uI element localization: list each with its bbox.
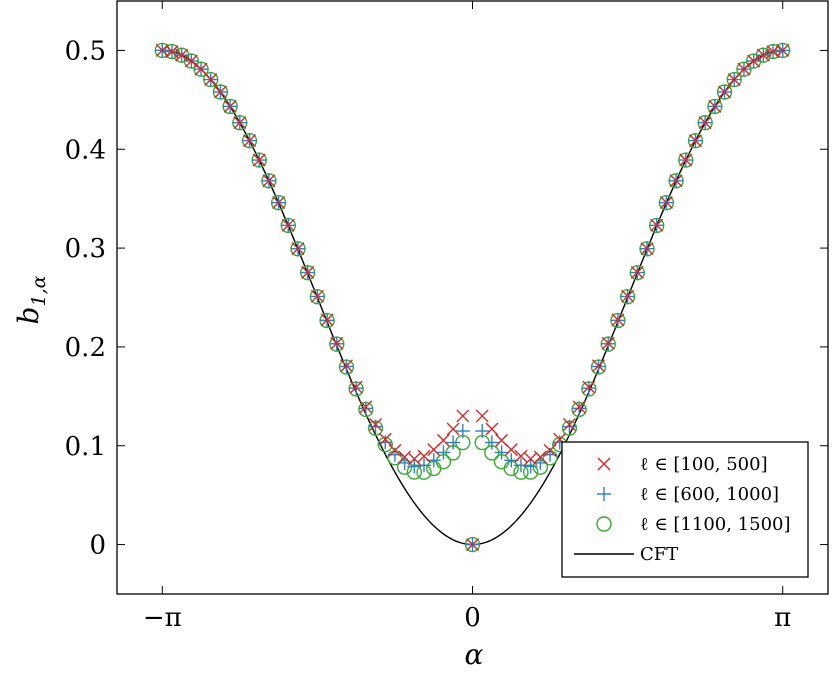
data-point <box>446 422 460 436</box>
data-point <box>592 359 606 373</box>
data-point <box>417 449 431 463</box>
data-point <box>455 424 470 439</box>
data-point <box>456 409 470 423</box>
legend: ℓ ∈ [100, 500] ℓ ∈ [600, 1000] ℓ ∈ [1100, … <box>561 441 809 578</box>
legend-label: CFT <box>640 544 678 565</box>
data-point <box>669 174 683 188</box>
data-point <box>252 153 266 167</box>
y-tick-label: 0.3 <box>65 234 106 264</box>
data-point <box>378 435 393 450</box>
data-point <box>165 45 179 59</box>
data-point <box>359 400 373 414</box>
data-point <box>718 85 732 99</box>
data-point <box>688 134 702 148</box>
data-point <box>475 424 490 439</box>
data-point <box>708 99 722 113</box>
data-point <box>621 289 635 303</box>
data-point <box>698 116 712 130</box>
data-point <box>320 313 334 327</box>
data-point <box>436 433 450 447</box>
svg-text:b1,α: b1,α <box>12 275 50 324</box>
y-tick-label: 0.5 <box>65 36 106 66</box>
data-point <box>484 435 499 450</box>
data-point <box>417 458 432 473</box>
data-point <box>204 73 218 87</box>
legend-marker <box>597 457 611 471</box>
tick-labels: −π 0 π 0 0.1 0.2 0.3 0.4 0.5 <box>65 36 792 633</box>
data-point <box>776 43 790 57</box>
y-tick-label: 0 <box>89 531 106 561</box>
x-axis-label: α <box>465 638 484 671</box>
data-point <box>659 196 673 210</box>
data-point <box>727 73 741 87</box>
data-point <box>679 153 693 167</box>
data-point <box>407 452 421 466</box>
data-point <box>407 459 422 474</box>
data-markers <box>154 42 791 553</box>
y-tick-label: 0.1 <box>65 432 106 462</box>
data-point <box>272 196 286 210</box>
data-point <box>184 54 198 68</box>
x-tick-label: 0 <box>464 603 481 633</box>
data-point <box>310 289 324 303</box>
data-point <box>514 449 528 463</box>
data-point <box>262 174 276 188</box>
data-point <box>650 218 664 232</box>
legend-label: ℓ ∈ [1100, 1500] <box>640 514 791 535</box>
legend-label: ℓ ∈ [600, 1000] <box>640 484 779 505</box>
y-tick-label: 0.2 <box>65 333 106 363</box>
data-point-center <box>466 538 479 552</box>
data-point <box>747 54 761 68</box>
data-point <box>291 242 305 256</box>
data-point <box>513 458 528 473</box>
y-axis-label: b1,α <box>12 275 50 324</box>
data-point <box>562 417 576 431</box>
data-point <box>194 62 208 76</box>
data-point <box>301 265 315 279</box>
legend-marker <box>596 516 612 532</box>
data-point <box>572 400 586 414</box>
data-point <box>243 134 257 148</box>
data-point <box>475 409 489 423</box>
data-point <box>582 380 596 394</box>
data-point <box>572 401 587 416</box>
data-point <box>369 417 383 431</box>
data-point <box>523 459 538 474</box>
data-point <box>611 313 625 327</box>
data-point <box>543 443 557 457</box>
data-point <box>378 432 392 446</box>
data-point <box>233 116 247 130</box>
data-point <box>581 381 596 396</box>
legend-label: ℓ ∈ [100, 500] <box>640 454 768 475</box>
data-point <box>368 419 383 434</box>
data-point <box>223 99 237 113</box>
data-point <box>446 435 461 450</box>
data-point <box>281 218 295 232</box>
legend-marker <box>597 487 611 501</box>
data-point <box>756 48 770 62</box>
data-point <box>601 336 615 350</box>
data-point <box>388 443 402 457</box>
data-point <box>630 265 644 279</box>
data-point <box>533 450 547 464</box>
data-point <box>349 380 363 394</box>
data-point <box>494 445 509 460</box>
data-point <box>358 401 373 416</box>
data-point <box>640 242 654 256</box>
data-point <box>330 336 344 350</box>
data-point <box>562 419 577 434</box>
y-tick-label: 0.4 <box>65 135 106 165</box>
data-point <box>485 422 499 436</box>
x-tick-label: π <box>774 603 791 633</box>
data-point <box>436 445 451 460</box>
axis-ticks <box>117 1 828 594</box>
data-point <box>349 381 364 396</box>
x-tick-label: −π <box>143 603 182 633</box>
data-point <box>737 62 751 76</box>
data-point <box>504 443 518 457</box>
data-point <box>213 85 227 99</box>
data-point <box>175 48 189 62</box>
data-point <box>339 359 353 373</box>
